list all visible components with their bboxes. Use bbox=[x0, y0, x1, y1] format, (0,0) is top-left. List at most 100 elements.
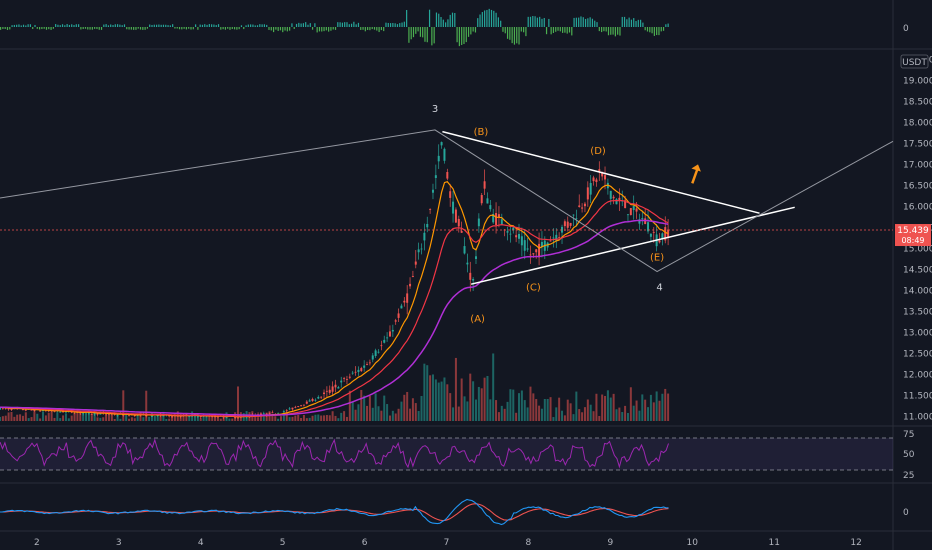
volume-bar bbox=[47, 412, 50, 421]
oscillator-bar bbox=[481, 12, 483, 27]
volume-bar bbox=[42, 412, 45, 421]
oscillator-bar bbox=[548, 18, 550, 27]
volume-bar bbox=[202, 415, 205, 421]
candle-body bbox=[360, 368, 363, 372]
oscillator-bar bbox=[484, 10, 486, 27]
candle-body bbox=[394, 320, 397, 322]
volume-bar bbox=[62, 415, 65, 421]
volume-bar bbox=[105, 412, 108, 421]
volume-bar bbox=[308, 417, 311, 421]
candle-body bbox=[64, 411, 67, 413]
oscillator-bar bbox=[29, 24, 32, 27]
volume-bar bbox=[566, 399, 569, 421]
candle-body bbox=[348, 376, 351, 378]
oscillator-bar bbox=[536, 17, 538, 27]
oscillator-bar bbox=[73, 25, 75, 27]
volume-bar bbox=[649, 394, 652, 421]
oscillator-bar bbox=[566, 27, 568, 34]
candle-body bbox=[311, 398, 314, 401]
candle-body bbox=[406, 293, 409, 303]
wave-label: (A) bbox=[470, 314, 485, 325]
oscillator-bar bbox=[268, 27, 270, 30]
oscillator-bar bbox=[169, 25, 171, 27]
volume-bar bbox=[162, 411, 165, 421]
wave-path[interactable] bbox=[0, 129, 894, 273]
price-tick-label: 18.000 bbox=[903, 118, 932, 128]
oscillator-bar bbox=[477, 18, 479, 27]
oscillator-bar bbox=[149, 24, 151, 27]
candle-body bbox=[529, 254, 532, 256]
oscillator-bar bbox=[410, 27, 412, 40]
oscillator-bar bbox=[621, 16, 623, 27]
trendlines[interactable] bbox=[0, 129, 894, 285]
upper-triangle-line[interactable] bbox=[442, 130, 760, 214]
oscillator-bar bbox=[509, 27, 511, 40]
candle-body bbox=[271, 412, 274, 414]
volume-bar bbox=[360, 389, 363, 421]
oscillator-bar bbox=[428, 9, 431, 28]
volume-bar bbox=[345, 416, 348, 421]
oscillator-bar bbox=[555, 27, 557, 32]
volume-bar bbox=[136, 413, 139, 421]
candle-body bbox=[205, 416, 208, 418]
moving-averages bbox=[0, 181, 669, 418]
oscillator-bar bbox=[660, 27, 662, 32]
candle-body bbox=[561, 226, 564, 233]
oscillator-bar bbox=[378, 27, 380, 33]
candle-body bbox=[386, 337, 389, 339]
candle-body bbox=[188, 416, 191, 417]
oscillator-bar bbox=[486, 9, 488, 27]
volume-bar bbox=[16, 414, 19, 421]
oscillator-bar bbox=[339, 22, 341, 27]
volume-bar bbox=[323, 415, 326, 421]
volume-bar bbox=[133, 418, 136, 421]
volume-bar bbox=[647, 407, 650, 421]
oscillator-bar bbox=[38, 27, 41, 30]
oscillator-bar bbox=[580, 16, 582, 27]
oscillator-bar bbox=[415, 27, 417, 34]
candle-body bbox=[431, 189, 434, 193]
oscillator-bar bbox=[188, 27, 190, 29]
volume-bar bbox=[437, 382, 440, 421]
oscillator-bar bbox=[619, 27, 621, 36]
oscillator-bar bbox=[456, 27, 458, 43]
oscillator-bar bbox=[316, 27, 318, 33]
volume-bar bbox=[520, 390, 523, 421]
volume-bar bbox=[641, 394, 644, 421]
oscillator-bar bbox=[617, 27, 619, 35]
oscillator-bar bbox=[222, 27, 224, 30]
candle-body bbox=[380, 345, 383, 347]
volume-bar bbox=[394, 413, 397, 421]
volume-bar bbox=[629, 387, 632, 421]
candle-body bbox=[291, 407, 294, 410]
candle-body bbox=[331, 386, 334, 392]
volume-bar bbox=[621, 412, 624, 421]
candle-body bbox=[409, 283, 412, 287]
oscillator-zero-label: 0 bbox=[903, 24, 909, 34]
oscillator-bar bbox=[575, 17, 577, 27]
candle-body bbox=[391, 329, 394, 332]
oscillator-bar bbox=[220, 27, 222, 30]
volume-bar bbox=[30, 417, 33, 421]
lower-triangle-line[interactable] bbox=[470, 206, 795, 285]
oscillator-bar bbox=[295, 23, 298, 27]
candle-body bbox=[423, 232, 426, 241]
rsi-tick-75: 75 bbox=[903, 430, 914, 440]
oscillator-bar bbox=[557, 27, 559, 31]
oscillator-bar bbox=[190, 27, 192, 30]
oscillator-bar bbox=[238, 27, 240, 30]
oscillator-bar bbox=[346, 22, 348, 27]
oscillator-bar bbox=[534, 16, 536, 27]
oscillator-bar bbox=[541, 18, 543, 27]
bullish-arrow-icon bbox=[691, 164, 701, 172]
volume-bar bbox=[168, 418, 171, 421]
volume-bar bbox=[96, 417, 99, 421]
volume-bar bbox=[285, 411, 288, 421]
oscillator-bar bbox=[192, 27, 194, 30]
oscillator-bar bbox=[282, 27, 284, 33]
volume-bar bbox=[466, 401, 469, 421]
oscillator-bar bbox=[318, 27, 321, 32]
oscillator-bar bbox=[332, 27, 334, 30]
oscillator-bar bbox=[45, 27, 48, 30]
